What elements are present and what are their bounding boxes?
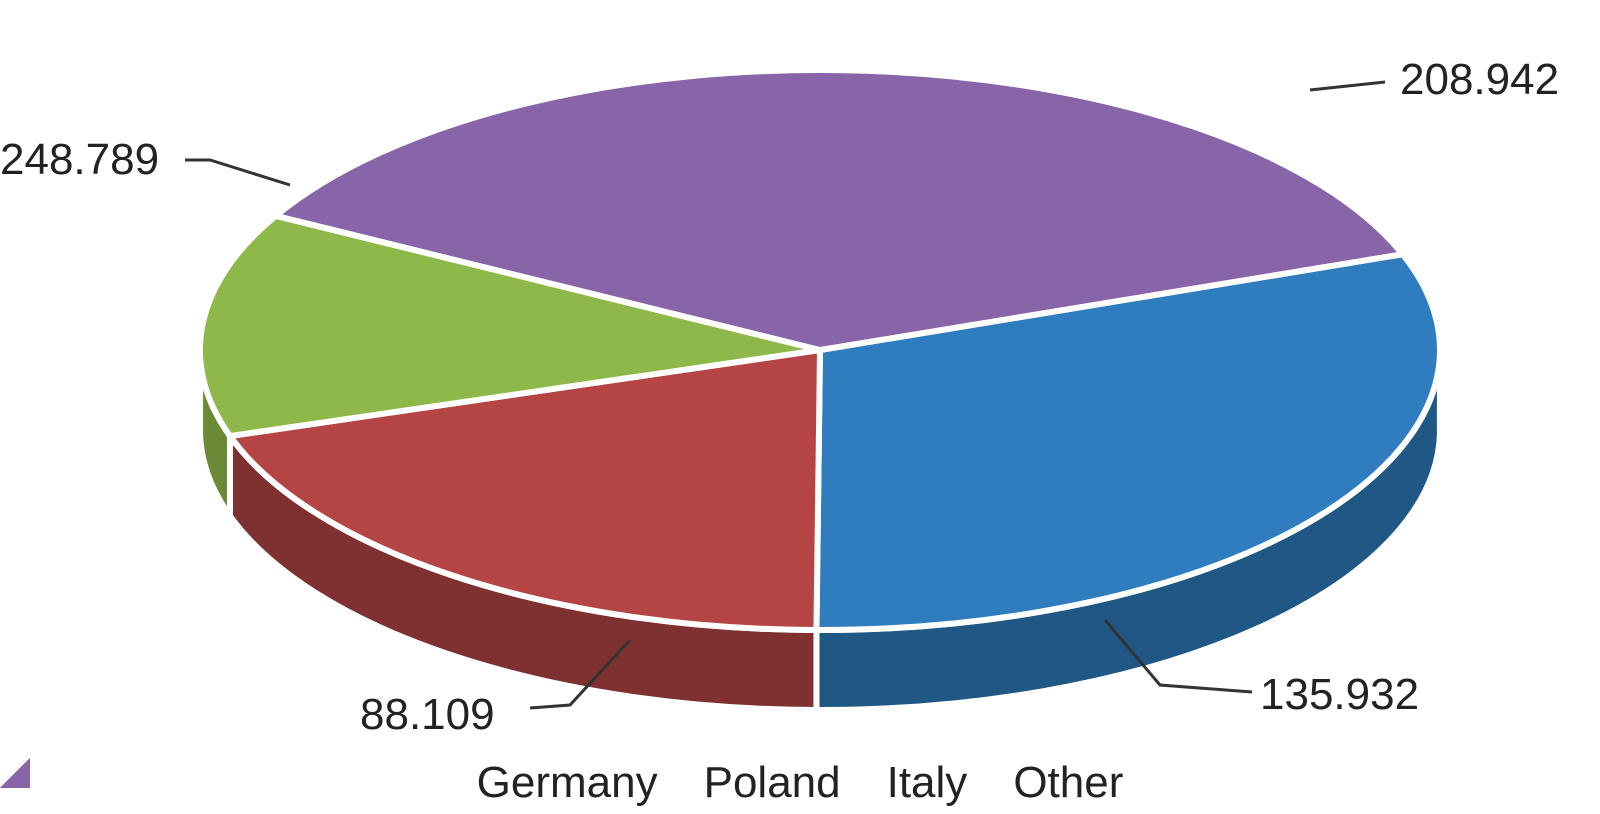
- legend-triangle-icon: [0, 758, 30, 788]
- legend-label: Germany: [477, 758, 658, 808]
- legend-item-other: Other: [1013, 758, 1123, 808]
- legend-label: Italy: [887, 758, 968, 808]
- legend-item-poland: Poland: [704, 758, 841, 808]
- leader-line: [1310, 82, 1385, 90]
- legend-item-italy: Italy: [887, 758, 968, 808]
- slice-label-italy: 88.109: [360, 690, 495, 740]
- legend-item-germany: Germany: [477, 758, 658, 808]
- legend-label: Other: [1013, 758, 1123, 808]
- legend-label: Poland: [704, 758, 841, 808]
- slice-label-poland: 135.932: [1260, 670, 1419, 720]
- pie-chart-3d: 208.942 135.932 88.109 248.789 Germany P…: [0, 0, 1600, 814]
- leader-line: [185, 160, 290, 185]
- legend: Germany Poland Italy Other: [0, 758, 1600, 808]
- slice-label-other: 248.789: [0, 135, 159, 185]
- slice-label-germany: 208.942: [1400, 55, 1559, 105]
